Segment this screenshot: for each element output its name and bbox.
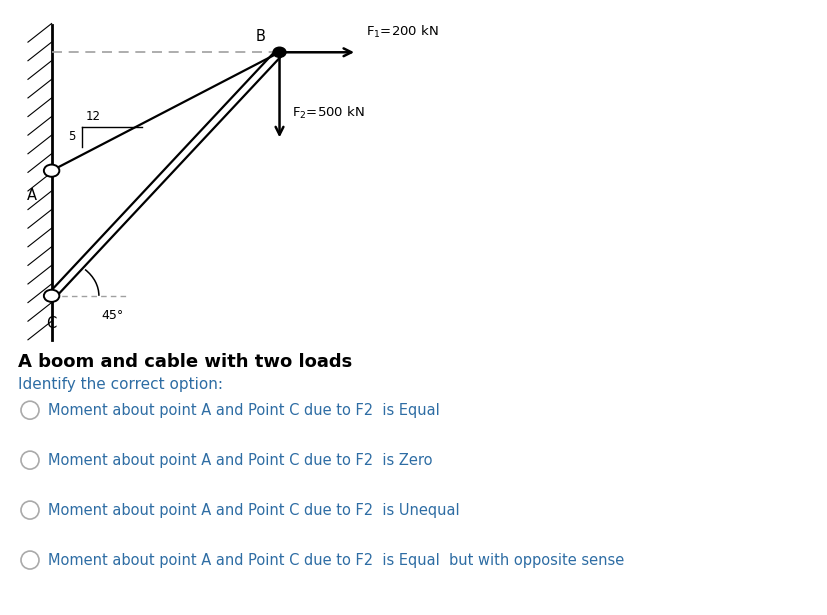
Circle shape xyxy=(44,290,60,302)
Text: A boom and cable with two loads: A boom and cable with two loads xyxy=(18,353,352,371)
Circle shape xyxy=(273,47,286,57)
Circle shape xyxy=(21,451,39,469)
Text: Moment about point A and Point C due to F2  is Zero: Moment about point A and Point C due to … xyxy=(48,453,433,467)
Text: B: B xyxy=(256,29,265,44)
Text: A: A xyxy=(27,188,37,202)
Text: Identify the correct option:: Identify the correct option: xyxy=(18,377,223,392)
Text: Moment about point A and Point C due to F2  is Unequal: Moment about point A and Point C due to … xyxy=(48,502,460,518)
Text: Moment about point A and Point C due to F2  is Equal: Moment about point A and Point C due to … xyxy=(48,403,440,418)
Circle shape xyxy=(44,165,60,177)
Text: 45°: 45° xyxy=(101,309,123,322)
Circle shape xyxy=(21,401,39,419)
Text: Moment about point A and Point C due to F2  is Equal  but with opposite sense: Moment about point A and Point C due to … xyxy=(48,552,624,568)
Circle shape xyxy=(21,551,39,569)
Text: F$_2$=500 kN: F$_2$=500 kN xyxy=(293,105,366,121)
Text: F$_1$=200 kN: F$_1$=200 kN xyxy=(366,25,438,41)
Circle shape xyxy=(21,501,39,519)
Text: 5: 5 xyxy=(68,130,75,143)
Text: 12: 12 xyxy=(86,110,101,123)
Text: C: C xyxy=(46,316,57,331)
